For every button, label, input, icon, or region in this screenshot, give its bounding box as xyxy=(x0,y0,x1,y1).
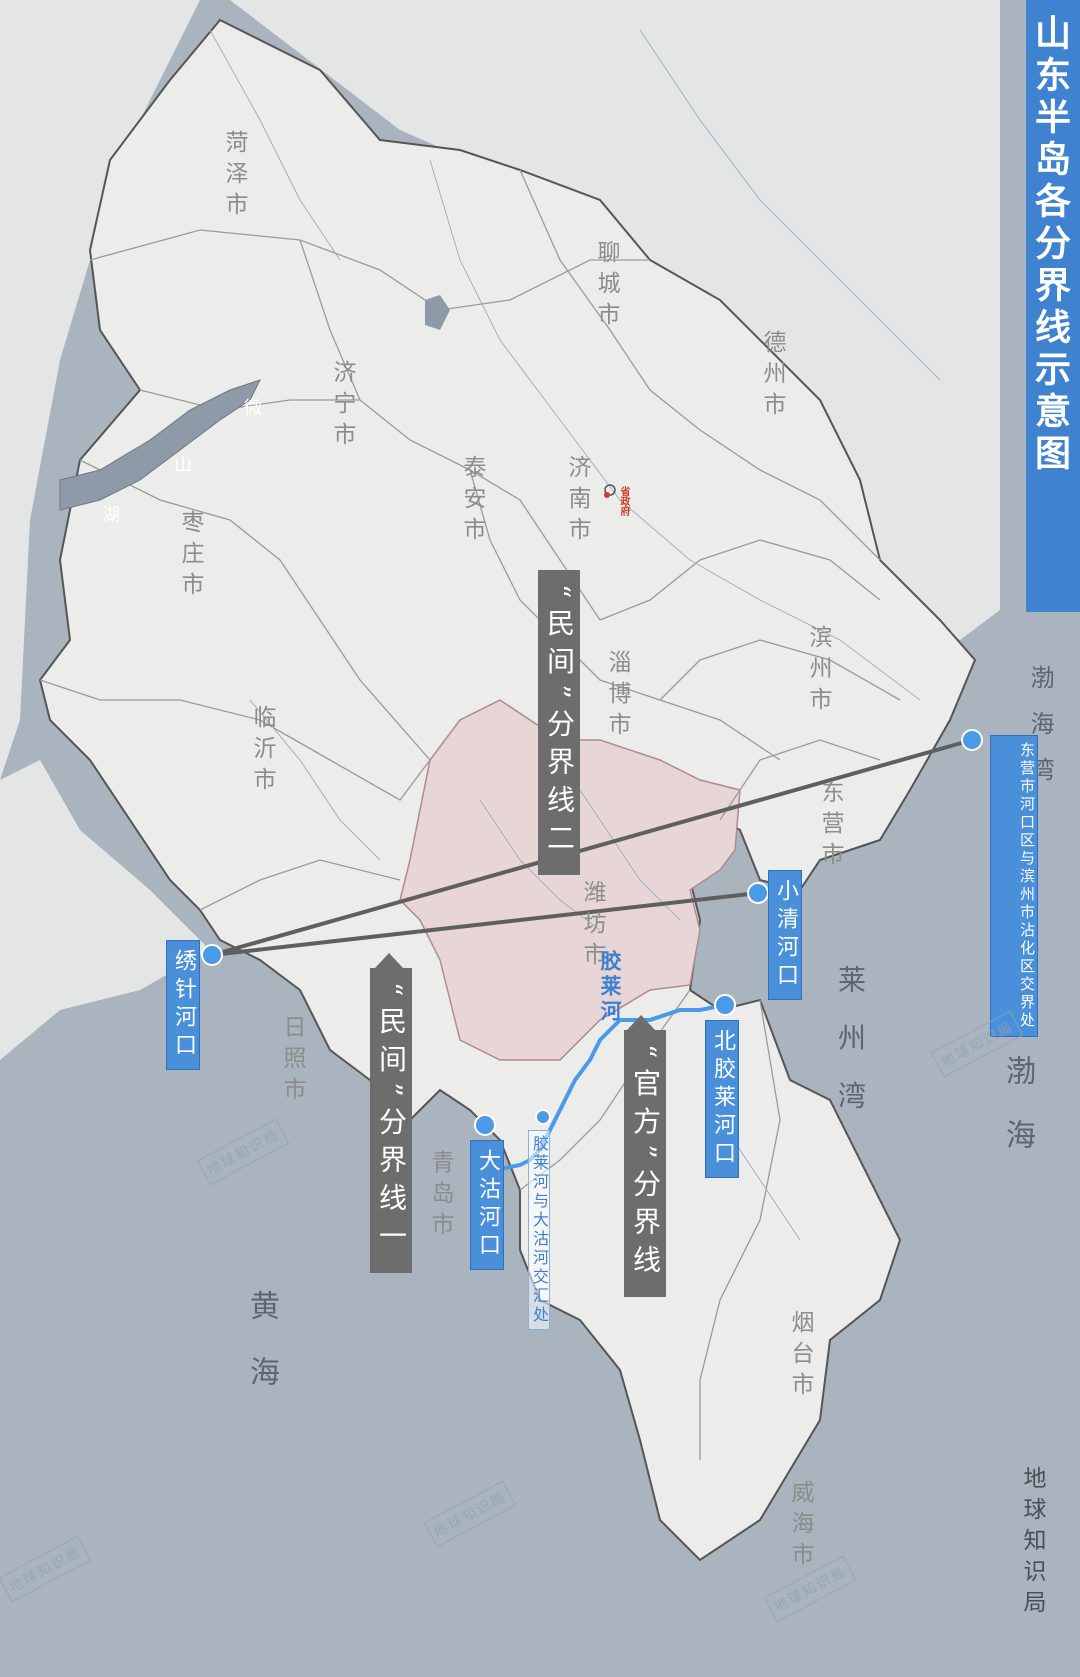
brand-label: 地球知识局 xyxy=(1019,1466,1045,1621)
arrow-folk-one xyxy=(375,953,403,968)
city-label-liaocheng: 聊城市 xyxy=(593,240,619,333)
city-label-weihai: 威海市 xyxy=(787,1480,813,1573)
city-label-dongying: 东营市 xyxy=(817,780,843,873)
city-label-qingdao: 青岛市 xyxy=(427,1150,453,1243)
label-confluence: 胶莱河与大沽河交汇处 xyxy=(528,1130,550,1330)
city-label-rizhao: 日照市 xyxy=(279,1015,305,1108)
lake-char-hu: 湖 xyxy=(99,505,120,523)
map-title: 山东半岛各分界线示意图 xyxy=(1029,14,1071,476)
label-folk-line-one: “民间”分界线一 xyxy=(370,968,412,1273)
folk-boundary-lines xyxy=(211,738,973,957)
city-label-zibo: 淄博市 xyxy=(604,650,630,743)
arrow-official xyxy=(627,1015,655,1030)
sea-laizhou-bay: 莱州湾 xyxy=(834,965,867,1139)
neighbor-land-left xyxy=(0,0,200,780)
label-dongying-binzhou: 东营市河口区与滨州市沾化区交界处 xyxy=(990,735,1038,1037)
capital-label: 省政府 xyxy=(618,486,629,516)
sea-yellow-sea: 黄海 xyxy=(244,1290,279,1422)
weifang-region xyxy=(399,699,741,1061)
point-markers xyxy=(201,729,983,1136)
neighbor-land xyxy=(0,0,1000,640)
city-label-zaozhuang: 枣庄市 xyxy=(177,510,203,603)
jiaolai-river xyxy=(489,1003,726,1172)
label-beijiaolai-river-mouth: 北胶莱河口 xyxy=(705,1020,739,1178)
lake-char-wei: 微 xyxy=(241,398,262,416)
sea-bohai: 渤海 xyxy=(1000,1055,1035,1183)
city-label-jinan: 济南市 xyxy=(564,455,590,548)
label-official-line: “官方”分界线 xyxy=(624,1030,666,1297)
title-bar xyxy=(1026,0,1080,612)
dongping-lake xyxy=(425,295,450,330)
city-label-yantai: 烟台市 xyxy=(787,1310,813,1403)
label-xiuzhen-river-mouth: 绣针河口 xyxy=(166,940,200,1070)
lake-char-shan: 山 xyxy=(171,455,192,473)
city-boundaries xyxy=(39,169,901,1460)
weishan-lake xyxy=(59,379,261,511)
city-label-heze: 菏泽市 xyxy=(221,130,247,223)
neighbor-land-bottom-left xyxy=(0,760,210,1060)
city-label-jining: 济宁市 xyxy=(329,360,355,453)
city-label-dezhou: 德州市 xyxy=(759,330,785,423)
city-label-binzhou: 滨州市 xyxy=(805,625,831,718)
label-dagu-river-mouth: 大沽河口 xyxy=(470,1140,504,1270)
city-label-linyi: 临沂市 xyxy=(249,705,275,798)
city-label-taian: 泰安市 xyxy=(459,455,485,548)
city-label-weifang: 潍坊市 xyxy=(579,880,605,973)
label-folk-line-two: “民间”分界线二 xyxy=(538,570,580,875)
label-jiaolai-river: 胶莱河 xyxy=(598,950,623,1025)
label-xiaoqing-river-mouth: 小清河口 xyxy=(768,870,802,1000)
